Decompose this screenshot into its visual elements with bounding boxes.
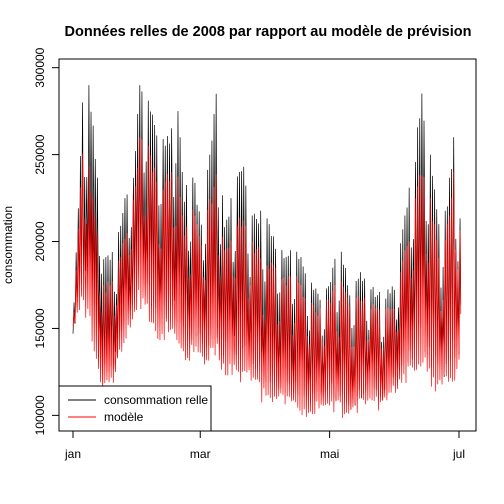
y-tick-label-0: 100000 (33, 395, 47, 435)
x-tick-label-3: jul (452, 447, 465, 461)
legend-label-consommation: consommation relle (104, 393, 208, 407)
x-tick-label-2: mai (320, 447, 339, 461)
x-tick-label-1: mar (190, 447, 211, 461)
legend-label-modele: modèle (104, 410, 144, 424)
y-axis: 100000 150000 200000 250000 300000 (33, 47, 59, 435)
series-line-0 (72, 85, 462, 410)
legend-box (58, 385, 212, 432)
series-line-1 (72, 137, 462, 418)
legend: consommation relle modèle (58, 385, 212, 432)
y-axis-label: consommation (1, 206, 15, 284)
x-tick-label-0: jan (64, 447, 81, 461)
series-layer (72, 85, 462, 418)
y-tick-label-2: 200000 (33, 221, 47, 261)
y-tick-label-3: 250000 (33, 134, 47, 174)
x-axis: jan mar mai jul (64, 430, 465, 461)
y-tick-label-1: 150000 (33, 308, 47, 348)
y-tick-label-4: 300000 (33, 47, 47, 87)
chart-title: Données relles de 2008 par rapport au mo… (65, 24, 472, 40)
